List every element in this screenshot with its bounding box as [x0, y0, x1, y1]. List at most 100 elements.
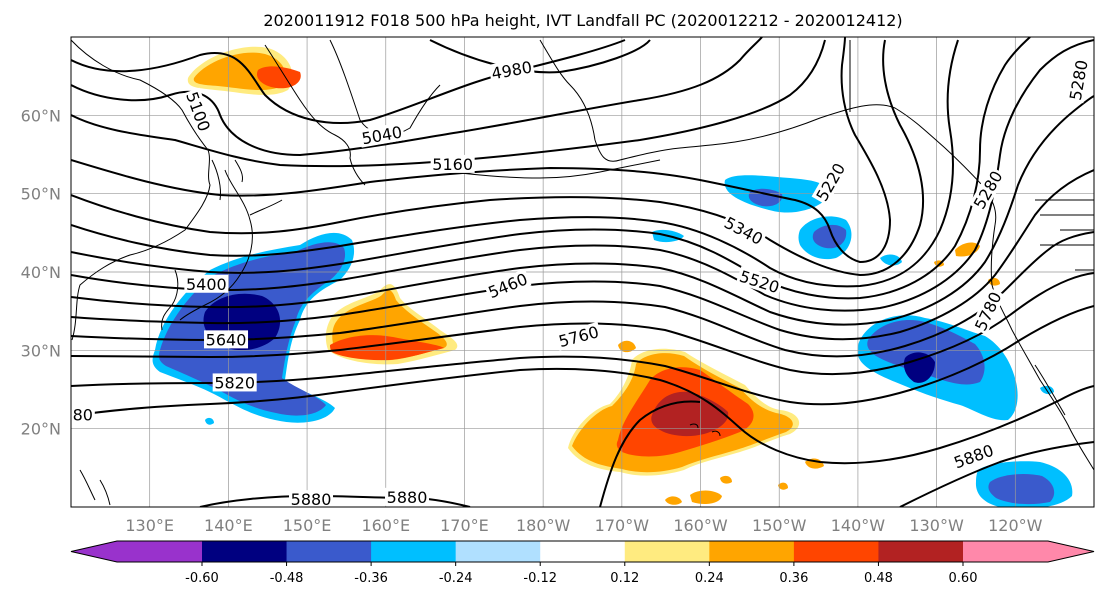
contour-label-text: 5880 [387, 488, 428, 507]
coastline-alaska-west [539, 39, 736, 162]
contour-label-background [735, 266, 784, 297]
colorbar-cell [540, 541, 626, 562]
coastline-asia [71, 39, 211, 341]
lon-tick-label: 160°W [673, 516, 728, 535]
height-contour [899, 441, 1094, 507]
colorbar-cell [286, 541, 372, 562]
border-state-lines [1040, 214, 1094, 271]
colorbar: -0.60 -0.48 -0.36 -0.24 -0.12 0.12 0.24 0.36 0.4… [70, 540, 1095, 586]
coastline-hawaii [711, 430, 721, 437]
contour-label-text: 5880 [291, 490, 332, 509]
coastline-japan [234, 159, 243, 183]
colorbar-cell [455, 541, 541, 562]
colorbar-extension-high [963, 541, 1094, 562]
colorbar-tick-label: 0.12 [610, 571, 639, 586]
colorbar-tick-label: 0.24 [695, 571, 724, 586]
contour-label-background [811, 158, 850, 206]
lat-tick-label: 30°N [21, 341, 61, 360]
contour-label-background [184, 274, 229, 293]
contour-label-background [204, 330, 249, 349]
lat-tick-label: 60°N [21, 106, 61, 125]
lon-tick-label: 180°W [516, 516, 571, 535]
contour-label: 5160 [430, 154, 475, 174]
height-contour [599, 400, 701, 507]
ivt-shade-ne-pacific [867, 320, 985, 385]
colorbar-tick-label: 0.60 [949, 571, 978, 586]
contour-label-background [430, 154, 475, 173]
ivt-shade-western-pacific [205, 417, 214, 425]
coastline-sakhalin [211, 159, 221, 201]
longitude-axis: 130°E 140°E 150°E 160°E 170°E 180°W 170°W 160°W… [125, 516, 1042, 535]
contour-label-background [212, 373, 257, 392]
height-contour [429, 39, 651, 74]
contour-label-background [949, 440, 998, 473]
map-frame [70, 36, 1095, 508]
height-contour [71, 367, 1094, 465]
contour-label-background [358, 122, 406, 148]
ivt-shade-ne-pacific [903, 352, 935, 383]
coastline-baja [1034, 364, 1066, 416]
lon-tick-label: 140°W [831, 516, 886, 535]
colorbar-tick-label: -0.48 [270, 571, 304, 586]
lon-tick-label: 170°E [440, 516, 489, 535]
contour-label-background [182, 87, 215, 136]
colorbar-tick-label: -0.36 [354, 571, 388, 586]
ivt-shade-hawaii-small [618, 340, 636, 353]
contour-label-background [289, 490, 334, 507]
height-contour [71, 37, 763, 157]
colorbar-cell [624, 541, 710, 562]
ivt-shade-hawaii-small [665, 496, 682, 505]
ivt-shade-gulf-alaska [748, 188, 783, 207]
height-contour [71, 39, 959, 288]
lon-tick-label: 170°W [595, 516, 650, 535]
coastline-kurils [249, 199, 283, 216]
ivt-shade-ne-pacific [988, 474, 1055, 505]
contour-label-background [970, 287, 1006, 335]
contour-label-text: 5160 [432, 155, 473, 174]
contour-label: 5400 [184, 274, 229, 294]
contour-label-background [554, 321, 603, 351]
colorbar-tick-label: -0.60 [185, 571, 219, 586]
contour-label: 5880 [385, 487, 430, 507]
colorbar-cell [371, 541, 457, 562]
height-contour [71, 37, 892, 264]
height-contour [71, 95, 1094, 326]
contour-label-background [385, 487, 430, 506]
contour-label-background [1065, 56, 1091, 104]
colorbar-tick-label: -0.24 [439, 571, 473, 586]
lat-tick-label: 40°N [21, 263, 61, 282]
lon-tick-label: 140°E [204, 516, 253, 535]
contour-label-background [488, 57, 535, 83]
coastlines [71, 39, 1094, 506]
colorbar-extension-low [71, 541, 202, 562]
colorbar-cell [878, 541, 964, 562]
coastline-japan [179, 169, 253, 321]
colorbar-cell [202, 541, 288, 562]
figure-title: 2020011912 F018 500 hPa height, IVT Land… [263, 11, 902, 30]
lon-tick-label: 120°W [988, 516, 1043, 535]
ivt-positive-shading [187, 46, 1000, 505]
contour-label: 5640 [204, 330, 249, 349]
height-contour [71, 272, 1094, 376]
contour-label: 5820 [212, 373, 257, 392]
lon-tick-label: 130°W [909, 516, 964, 535]
ivt-shade-hawaii-small [720, 475, 732, 484]
coastline-islands-sw [99, 479, 111, 506]
lat-tick-label: 20°N [21, 420, 61, 439]
colorbar-cell [793, 541, 879, 562]
contour-label-background [968, 166, 1007, 214]
contour-label-background [71, 405, 95, 424]
contour-label: 80 [71, 405, 95, 425]
ivt-shade-hawaii-small [690, 490, 722, 504]
contour-label-text: 5400 [186, 275, 227, 294]
colorbar-tick-label: 0.48 [864, 571, 893, 586]
height-contour [71, 169, 1094, 341]
lon-tick-label: 160°E [361, 516, 410, 535]
height-contour [199, 494, 471, 507]
coastline-hawaii [689, 423, 699, 429]
coastline-aleutians [439, 159, 661, 179]
height-contour [71, 37, 1031, 300]
contour-label-text: 5820 [214, 373, 255, 392]
colorbar-tick-label: 0.36 [779, 571, 808, 586]
